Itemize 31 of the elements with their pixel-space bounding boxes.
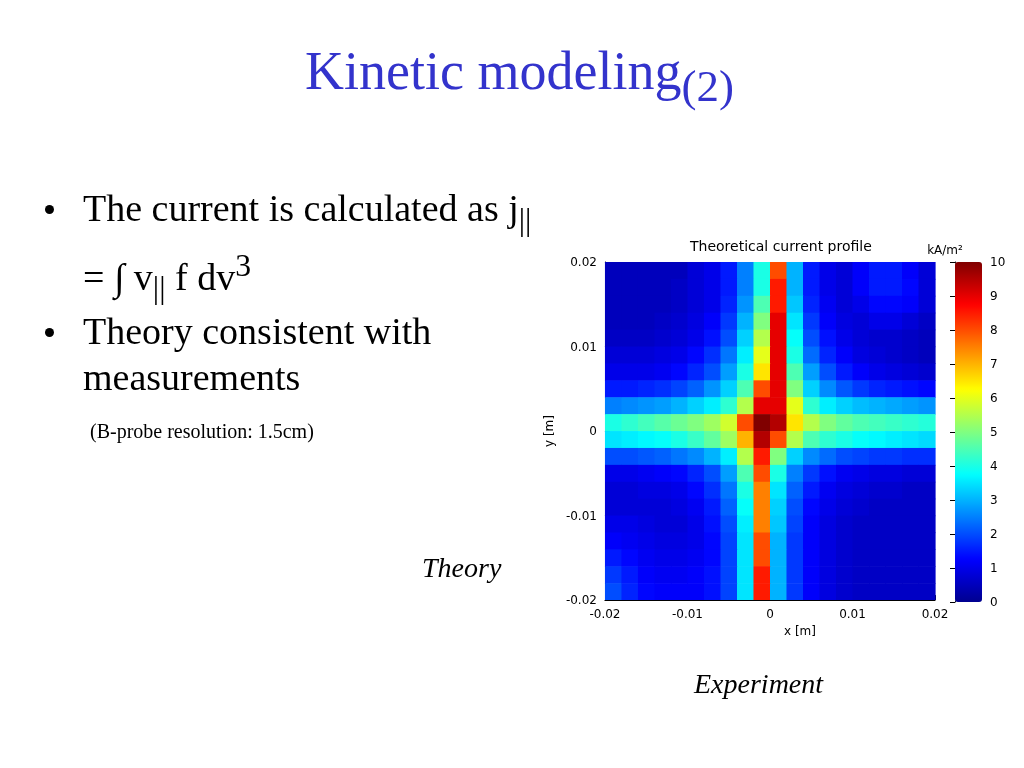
text: Theory xyxy=(422,552,502,584)
color-bar-label: 0 xyxy=(990,595,998,609)
y-tick-label: -0.02 xyxy=(565,593,597,608)
y-tick-label: 0.02 xyxy=(570,255,597,269)
text: (B-probe resolution: 1.5cm) xyxy=(90,420,314,443)
text: Experiment xyxy=(694,668,824,700)
color-bar-label: 4 xyxy=(990,459,998,473)
text: The current is calculated as j$_{||}$ = ∫ v$_{||}$ f dv$^{3}$ xyxy=(83,187,532,305)
y-tick-label: 0.01 xyxy=(570,339,597,354)
text: Theory consistent with measurements xyxy=(83,309,433,400)
y-axis-title: y [m] xyxy=(542,415,556,448)
color-bar-label: 5 xyxy=(990,425,998,439)
y-tick-label: -0.01 xyxy=(565,508,597,523)
text: Kinetic modeling$_{(2)}$ xyxy=(305,40,734,112)
color-bar-title: kA/m² xyxy=(927,243,964,257)
x-tick-label: 0 xyxy=(766,607,774,622)
x-tick-label: -0.01 xyxy=(671,607,703,622)
color-bar-label: 2 xyxy=(990,527,998,541)
color-bar-label: 3 xyxy=(990,493,998,507)
color-bar-label: 7 xyxy=(990,357,998,371)
color-bar-label: 6 xyxy=(990,391,998,405)
x-tick-label: 0.02 xyxy=(921,607,949,622)
y-tick-label: 0 xyxy=(589,424,597,439)
x-axis-title: x [m] xyxy=(783,624,816,638)
x-tick-label: 0.01 xyxy=(839,607,866,622)
chart-title: Theoretical current profile xyxy=(689,238,872,254)
color-bar-label: 9 xyxy=(990,289,998,303)
color-bar-label: 8 xyxy=(990,323,998,337)
x-tick-label: -0.02 xyxy=(589,607,621,622)
color-bar-label: 1 xyxy=(990,561,998,575)
color-bar-label: 10 xyxy=(990,255,1006,269)
